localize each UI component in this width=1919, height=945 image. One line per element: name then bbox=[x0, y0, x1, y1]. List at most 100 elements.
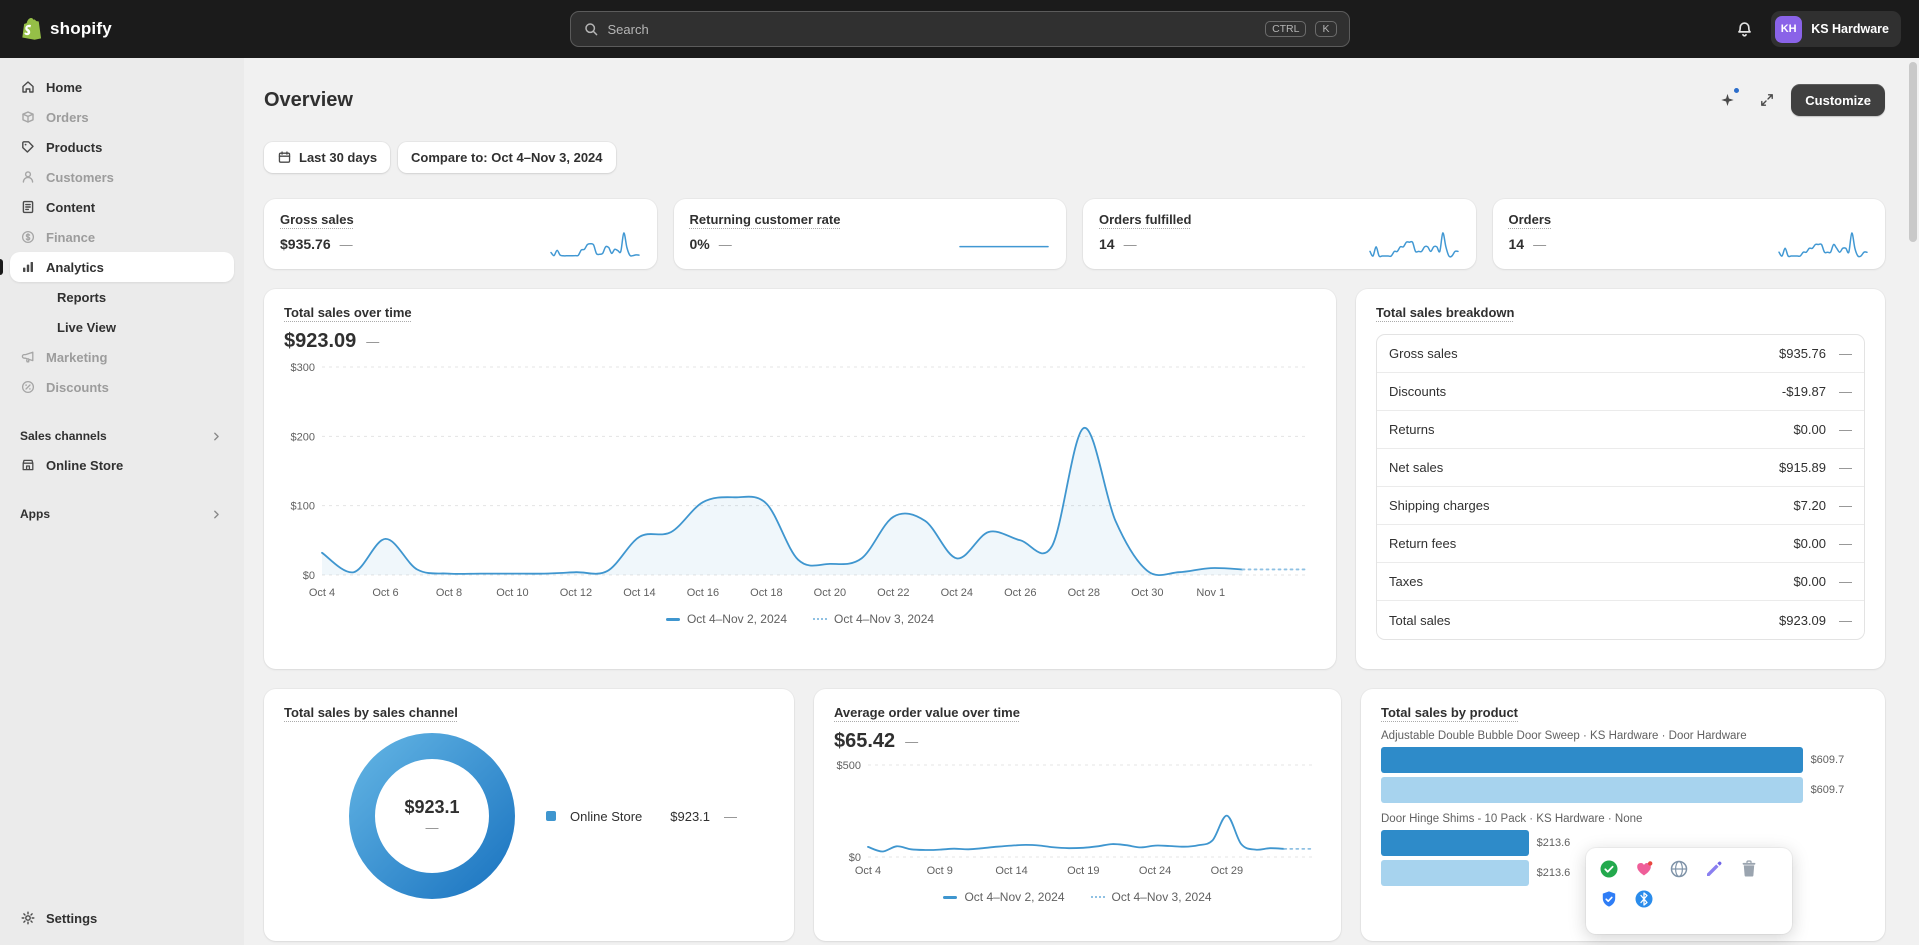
topbar: shopify CTRL K KH KS Hardware bbox=[0, 0, 1919, 58]
svg-text:$300: $300 bbox=[291, 362, 315, 374]
sidebar-item-label: Analytics bbox=[46, 259, 104, 275]
svg-text:$100: $100 bbox=[291, 501, 315, 513]
chart-title[interactable]: Total sales breakdown bbox=[1376, 305, 1515, 320]
globe-icon[interactable] bbox=[1668, 858, 1690, 880]
breakdown-row-taxes[interactable]: Taxes $0.00 — bbox=[1377, 563, 1864, 601]
sidebar-item-analytics[interactable]: Analytics bbox=[0, 252, 234, 282]
product-name[interactable]: Door Hinge Shims - 10 Pack · KS Hardware… bbox=[1381, 813, 1643, 825]
pencil-icon[interactable] bbox=[1703, 858, 1725, 880]
legend-current-period: Oct 4–Nov 2, 2024 bbox=[943, 890, 1065, 904]
fullscreen-button[interactable] bbox=[1751, 84, 1783, 116]
svg-text:Oct 24: Oct 24 bbox=[1139, 865, 1171, 877]
svg-text:Oct 20: Oct 20 bbox=[814, 587, 846, 599]
sidebar-item-products[interactable]: Products bbox=[10, 132, 234, 162]
metric-change: — bbox=[339, 236, 353, 252]
breakdown-row-discounts[interactable]: Discounts -$19.87 — bbox=[1377, 373, 1864, 411]
svg-text:Oct 9: Oct 9 bbox=[927, 865, 953, 877]
current-period-bar bbox=[1381, 830, 1529, 856]
svg-text:$500: $500 bbox=[837, 760, 861, 772]
bar-value-label: $213.6 bbox=[1536, 837, 1571, 849]
sidebar-item-marketing[interactable]: Marketing bbox=[10, 342, 234, 372]
breakdown-row-total-sales[interactable]: Total sales $923.09 — bbox=[1377, 601, 1864, 639]
breakdown-value: $935.76 bbox=[1779, 346, 1826, 361]
breakdown-row-gross-sales[interactable]: Gross sales $935.76 — bbox=[1377, 335, 1864, 373]
sidebar-item-finance[interactable]: Finance bbox=[10, 222, 234, 252]
store-menu[interactable]: KH KS Hardware bbox=[1771, 11, 1901, 47]
breakdown-row-returns[interactable]: Returns $0.00 — bbox=[1377, 411, 1864, 449]
svg-text:Oct 8: Oct 8 bbox=[436, 587, 462, 599]
metric-card-gross-sales[interactable]: Gross sales $935.76 — bbox=[264, 199, 657, 269]
notifications-button[interactable] bbox=[1727, 12, 1761, 46]
svg-text:Oct 24: Oct 24 bbox=[941, 587, 973, 599]
customize-button[interactable]: Customize bbox=[1791, 84, 1885, 116]
products-icon bbox=[20, 139, 36, 155]
breakdown-row-shipping-charges[interactable]: Shipping charges $7.20 — bbox=[1377, 487, 1864, 525]
svg-text:Oct 26: Oct 26 bbox=[1004, 587, 1036, 599]
total-sales-over-time-card: Total sales over time $923.09 — $0 $100 $2… bbox=[264, 289, 1336, 669]
metric-title: Gross sales bbox=[280, 212, 354, 227]
metric-title: Returning customer rate bbox=[689, 212, 841, 227]
shopify-logo[interactable]: shopify bbox=[18, 16, 318, 43]
vertical-scrollbar-thumb[interactable] bbox=[1909, 62, 1917, 242]
metric-card-returning-customer-rate[interactable]: Returning customer rate 0% — bbox=[673, 199, 1066, 269]
chart-title[interactable]: Average order value over time bbox=[834, 705, 1020, 720]
check-circle-icon[interactable] bbox=[1598, 858, 1620, 880]
breakdown-label: Net sales bbox=[1389, 460, 1444, 475]
metric-card-orders-fulfilled[interactable]: Orders fulfilled 14 — bbox=[1083, 199, 1476, 269]
compare-picker[interactable]: Compare to: Oct 4–Nov 3, 2024 bbox=[398, 142, 616, 173]
sidebar-item-live-view[interactable]: Live View bbox=[10, 312, 234, 342]
bar-value-label: $213.6 bbox=[1536, 867, 1571, 879]
svg-text:$0: $0 bbox=[849, 852, 861, 864]
brand-wordmark: shopify bbox=[50, 19, 112, 38]
sidebar-item-customers[interactable]: Customers bbox=[10, 162, 234, 192]
product-bar-row: $609.7 bbox=[1381, 747, 1865, 773]
svg-text:Nov 1: Nov 1 bbox=[1196, 587, 1225, 599]
chart-title[interactable]: Total sales by sales channel bbox=[284, 705, 458, 720]
product-name[interactable]: Adjustable Double Bubble Door Sweep · KS… bbox=[1381, 730, 1747, 742]
sidebar-item-online-store[interactable]: Online Store bbox=[10, 450, 234, 480]
sidebar-section-apps[interactable]: Apps bbox=[10, 500, 234, 528]
global-search[interactable]: CTRL K bbox=[569, 11, 1350, 47]
sparkle-icon bbox=[1719, 92, 1736, 109]
breakdown-label: Gross sales bbox=[1389, 346, 1458, 361]
sidebar-item-label: Customers bbox=[46, 169, 114, 185]
chart-title[interactable]: Total sales over time bbox=[284, 305, 412, 320]
breakdown-value: $915.89 bbox=[1779, 460, 1826, 475]
sidebar-item-settings[interactable]: Settings bbox=[10, 903, 234, 933]
sales-by-channel-card: Total sales by sales channel $923.1 — bbox=[264, 689, 794, 941]
sidebar-item-discounts[interactable]: Discounts bbox=[10, 372, 234, 402]
sidebar-item-home[interactable]: Home bbox=[10, 72, 234, 102]
chart-title[interactable]: Total sales by product bbox=[1381, 705, 1519, 720]
metric-card-orders[interactable]: Orders 14 — bbox=[1492, 199, 1885, 269]
svg-text:Oct 14: Oct 14 bbox=[623, 587, 655, 599]
legend-label: Oct 4–Nov 2, 2024 bbox=[964, 890, 1065, 904]
dotted-line-swatch bbox=[813, 618, 827, 620]
compare-label: Compare to: Oct 4–Nov 3, 2024 bbox=[411, 150, 603, 165]
main-content: Overview Customize Last 30 days bbox=[244, 58, 1919, 945]
product-bar-chart: Adjustable Double Bubble Door Sweep · KS… bbox=[1381, 730, 1865, 886]
channel-label: Online Store bbox=[570, 808, 643, 824]
insights-button[interactable] bbox=[1711, 84, 1743, 116]
trash-icon[interactable] bbox=[1738, 858, 1760, 880]
sidebar-item-label: Online Store bbox=[46, 457, 124, 473]
shield-check-icon[interactable] bbox=[1598, 888, 1620, 910]
search-input[interactable] bbox=[607, 21, 1257, 37]
date-range-picker[interactable]: Last 30 days bbox=[264, 142, 391, 173]
aov-value: $65.42 bbox=[834, 730, 896, 752]
shortcut-ctrl-badge: CTRL bbox=[1265, 20, 1307, 38]
breakdown-row-return-fees[interactable]: Return fees $0.00 — bbox=[1377, 525, 1864, 563]
search-icon bbox=[583, 21, 599, 37]
breakdown-value: $7.20 bbox=[1793, 498, 1826, 513]
sidebar-section-sales-channels[interactable]: Sales channels bbox=[10, 422, 234, 450]
bluetooth-icon[interactable] bbox=[1633, 888, 1655, 910]
heart-icon[interactable] bbox=[1633, 858, 1655, 880]
breakdown-row-net-sales[interactable]: Net sales $915.89 — bbox=[1377, 449, 1864, 487]
breakdown-change: — bbox=[1839, 574, 1852, 589]
sidebar-item-reports[interactable]: Reports bbox=[10, 282, 234, 312]
sidebar-item-content[interactable]: Content bbox=[10, 192, 234, 222]
breakdown-value: -$19.87 bbox=[1781, 384, 1826, 399]
active-indicator bbox=[0, 259, 3, 275]
svg-text:Oct 4: Oct 4 bbox=[309, 587, 335, 599]
donut-center-change: — bbox=[425, 820, 439, 835]
sidebar-item-orders[interactable]: Orders bbox=[10, 102, 234, 132]
